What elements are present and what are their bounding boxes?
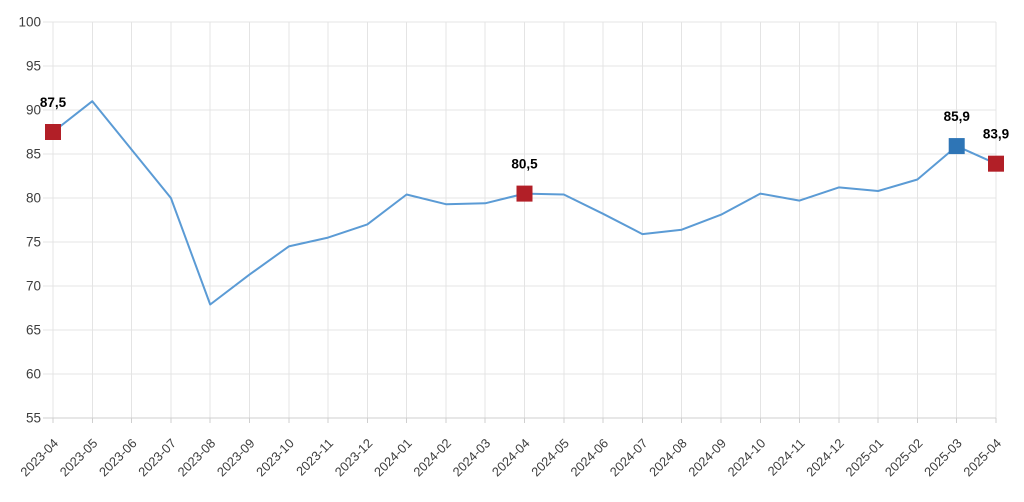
y-tick-label: 100 [18,15,41,30]
x-tick-label: 2023-09 [214,436,258,480]
y-tick-label: 55 [26,411,41,426]
y-axis-labels: 55 60 65 70 75 80 85 90 95 100 [18,15,41,426]
x-tick-label: 2024-02 [410,436,454,480]
y-tick-label: 65 [26,323,41,338]
x-tick-label: 2024-06 [567,436,611,480]
x-tick-label: 2024-12 [803,436,847,480]
highlighted-points: 87,5 80,5 85,9 83,9 [40,95,1009,202]
highlight-marker-2023-04[interactable] [45,124,61,140]
highlight-marker-2024-04[interactable] [516,185,533,202]
x-tick-label: 2023-08 [174,436,218,480]
x-tick-label: 2023-07 [135,436,179,480]
highlight-marker-2025-04[interactable] [988,155,1004,172]
x-tick-label: 2023-12 [332,436,376,480]
x-tick-label: 2025-03 [921,436,965,480]
data-label-2023-04: 87,5 [40,95,67,110]
x-tick-label: 2023-04 [17,436,61,480]
x-tick-label: 2024-10 [725,436,769,480]
x-tick-label: 2024-07 [607,436,651,480]
y-tick-label: 95 [26,59,41,74]
y-tick-label: 85 [26,147,41,162]
x-tick-label: 2024-05 [528,436,572,480]
x-tick-label: 2023-06 [96,436,140,480]
x-tick-label: 2023-10 [253,436,297,480]
x-tick-label: 2024-11 [765,436,808,479]
data-label-2025-04: 83,9 [983,127,1009,142]
y-tick-label: 70 [26,279,41,294]
x-tick-label: 2025-04 [960,436,1004,480]
y-tick-label: 90 [26,103,41,118]
y-tick-label: 80 [26,191,41,206]
highlight-marker-2025-03[interactable] [948,138,965,155]
x-tick-label: 2025-02 [882,436,926,480]
x-tick-label: 2024-04 [489,436,533,480]
data-label-2025-03: 85,9 [944,109,970,124]
x-tick-label: 2024-01 [371,436,415,480]
y-tick-label: 75 [26,235,41,250]
x-tick-label: 2023-11 [293,436,336,479]
x-tick-label: 2024-03 [450,436,494,480]
data-label-2024-04: 80,5 [511,157,538,172]
x-tick-label: 2024-09 [685,436,729,480]
grid [43,21,997,423]
y-tick-label: 60 [26,367,41,382]
x-tick-label: 2025-01 [842,436,886,480]
x-tick-label: 2023-05 [57,436,101,480]
x-axis-labels: 2023-042023-052023-062023-072023-082023-… [17,436,1004,480]
x-tick-label: 2024-08 [646,436,690,480]
